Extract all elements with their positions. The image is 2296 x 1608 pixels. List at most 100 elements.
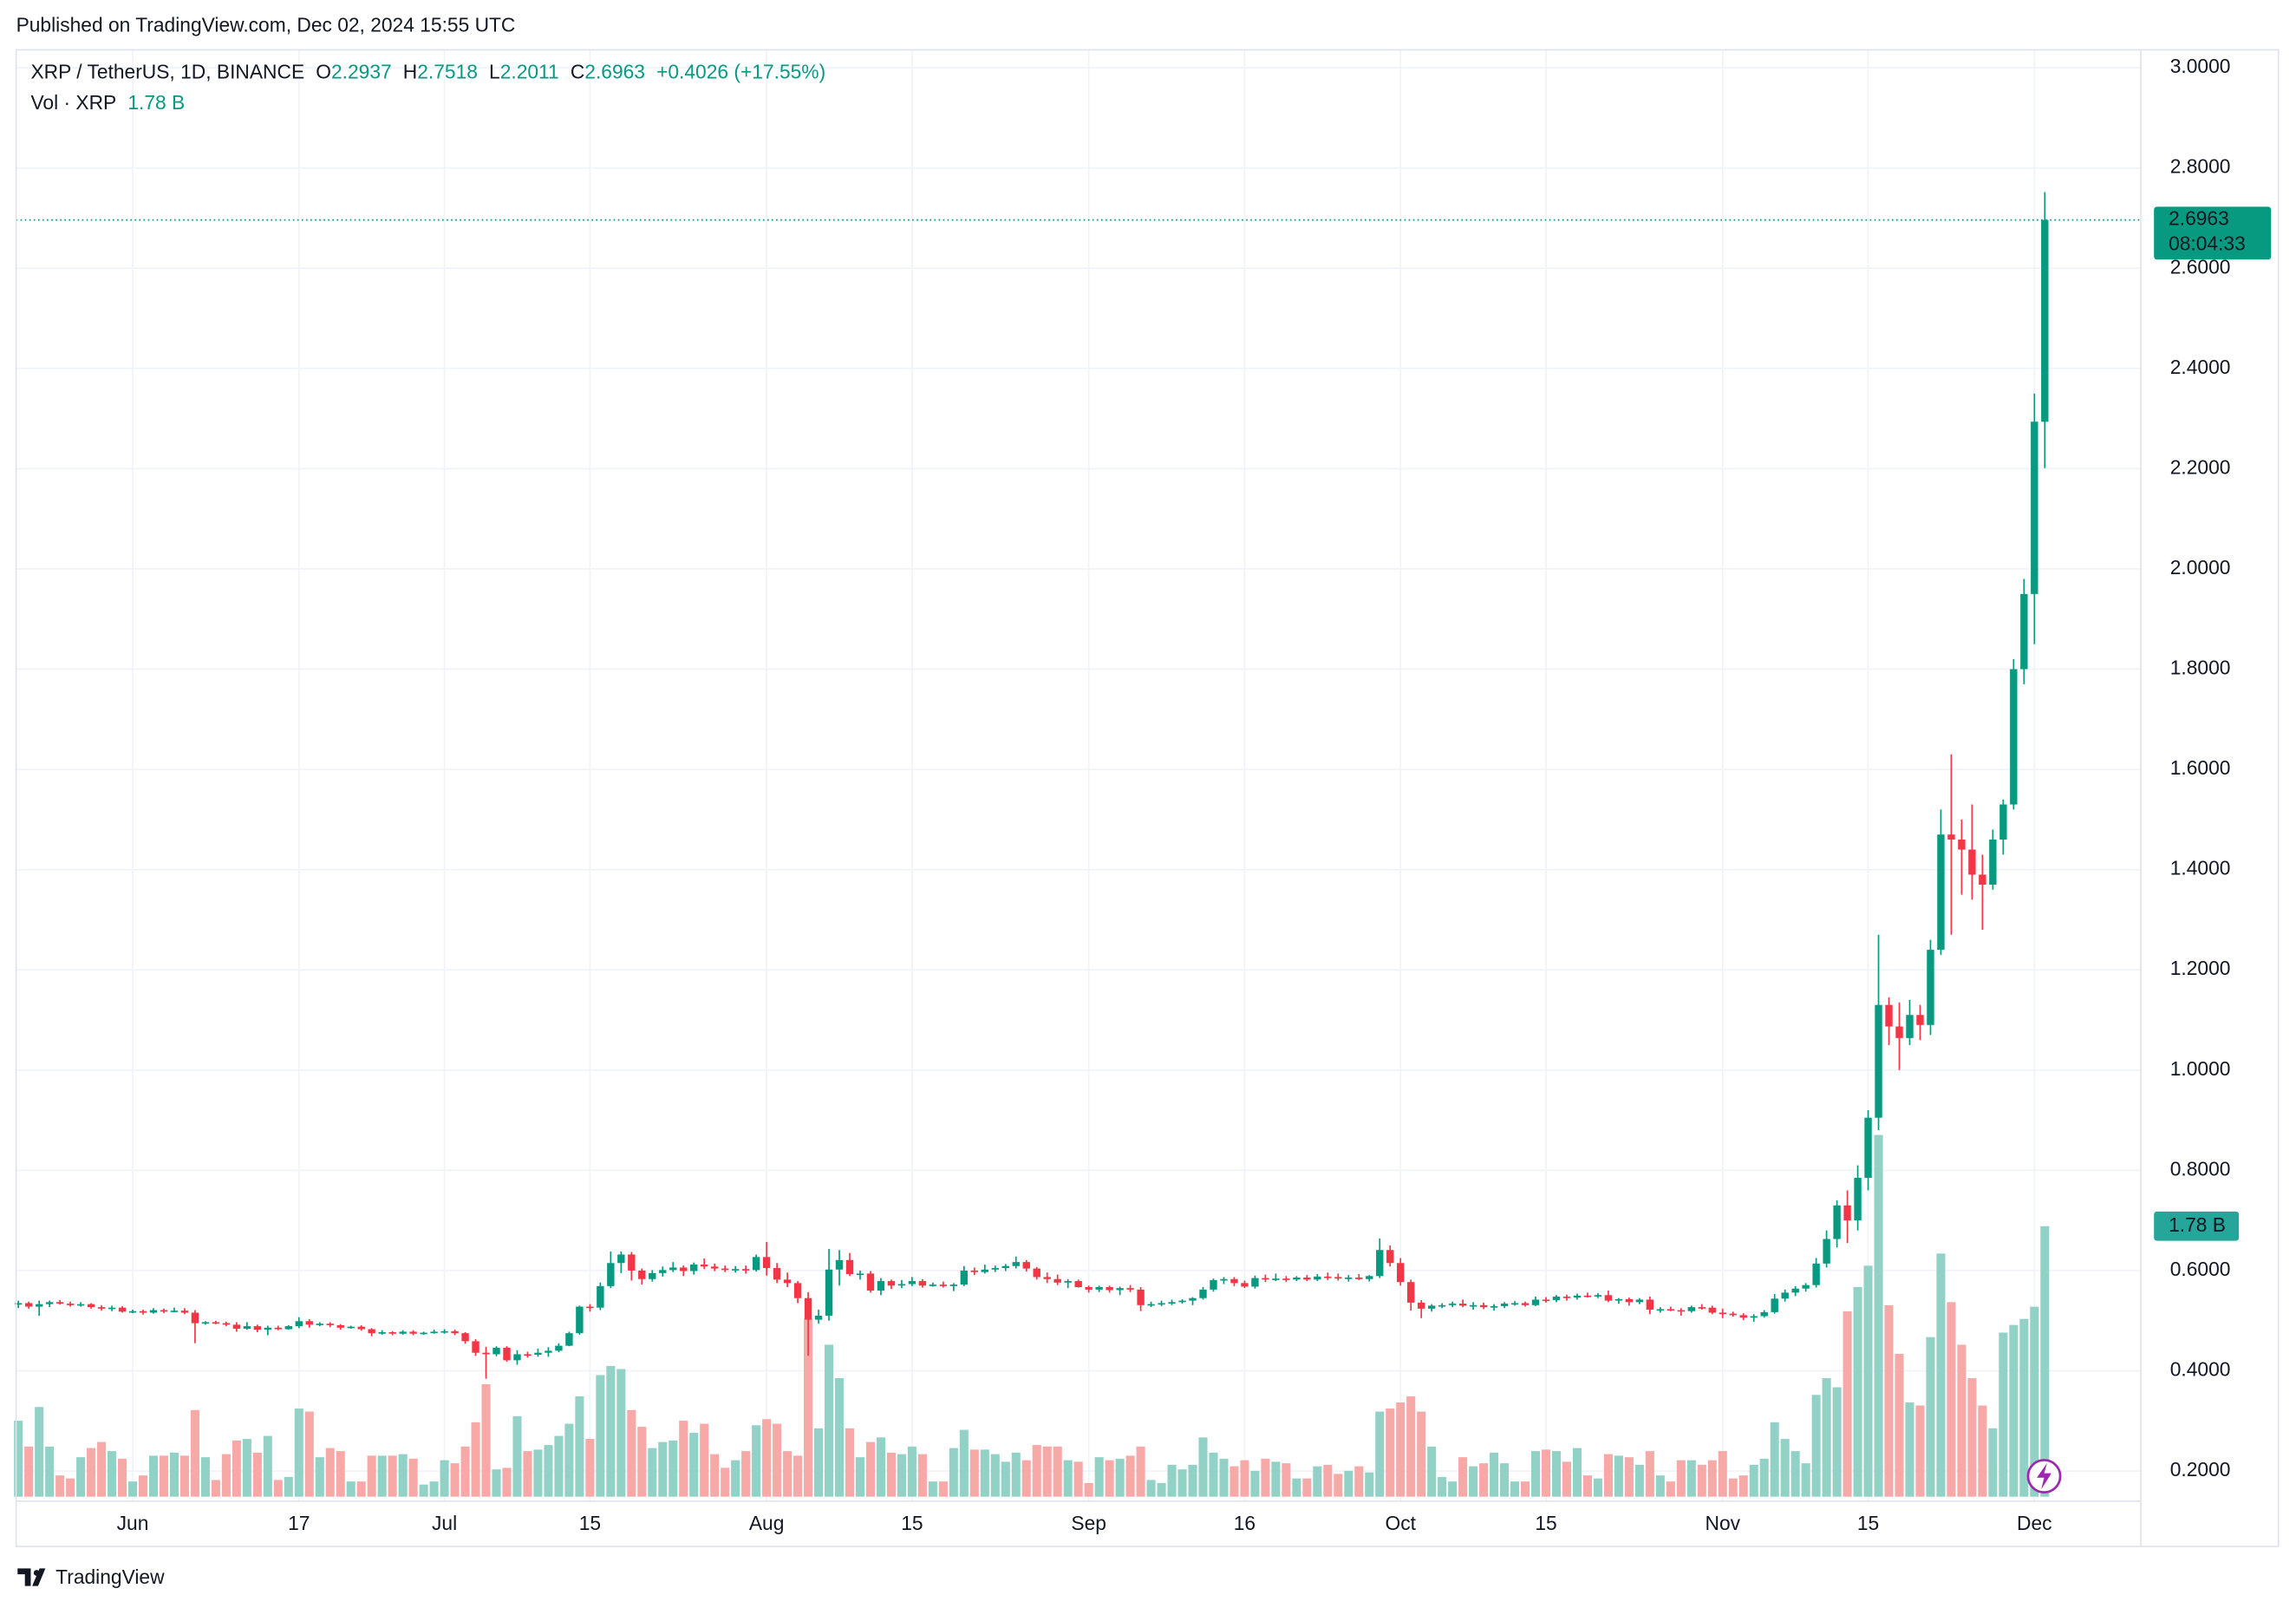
volume-bar — [741, 1451, 751, 1497]
y-tick-label: 1.6000 — [2170, 756, 2231, 779]
candle-body — [1293, 1278, 1301, 1280]
volume-bar — [845, 1428, 855, 1497]
candle-body — [1095, 1287, 1103, 1290]
volume-bar — [824, 1344, 834, 1497]
candle-body — [783, 1279, 792, 1284]
candle-body — [284, 1326, 292, 1330]
legend-low: 2.2011 — [500, 60, 559, 82]
replay-icon[interactable] — [2026, 1459, 2062, 1494]
candle-body — [721, 1268, 729, 1271]
candle-body — [420, 1332, 427, 1335]
x-tick-label: Aug — [749, 1512, 785, 1534]
volume-bar — [1780, 1439, 1790, 1497]
volume-bar — [1011, 1452, 1021, 1497]
candle-body — [773, 1268, 781, 1280]
volume-bar — [76, 1457, 86, 1497]
candle-body — [1043, 1277, 1051, 1279]
candle-body — [2020, 593, 2028, 670]
candle-body — [939, 1284, 948, 1286]
volume-bar — [689, 1433, 699, 1497]
candle-body — [1573, 1295, 1582, 1298]
volume-bar — [14, 1421, 23, 1497]
candle-body — [866, 1273, 875, 1291]
legend-high-label: H — [403, 60, 417, 82]
volume-bar — [1988, 1428, 1998, 1497]
volume-bar — [544, 1445, 553, 1497]
volume-bar — [127, 1481, 138, 1497]
legend-close-label: C — [571, 60, 584, 82]
volume-bar — [1073, 1461, 1083, 1497]
volume-bar — [252, 1452, 262, 1497]
candle-body — [1719, 1312, 1726, 1315]
volume-bar — [1167, 1464, 1177, 1497]
volume-bar — [1021, 1460, 1031, 1497]
last-volume-label: 1.78 B — [2169, 1213, 2226, 1236]
candle-body — [1355, 1278, 1363, 1279]
countdown-label: 08:04:33 — [2169, 232, 2246, 254]
volume-bar — [1177, 1469, 1187, 1497]
volume-bar — [523, 1451, 532, 1497]
volume-bar — [1323, 1464, 1333, 1497]
volume-bar — [1365, 1472, 1374, 1497]
volume-bar — [1697, 1464, 1706, 1497]
volume-bar — [700, 1423, 709, 1497]
volume-bar — [211, 1480, 220, 1497]
x-tick-label: Oct — [1385, 1512, 1416, 1534]
candle-body — [1833, 1205, 1841, 1239]
volume-bar — [616, 1369, 626, 1497]
volume-bar — [1843, 1311, 1852, 1497]
volume-bar — [1282, 1463, 1291, 1497]
volume-bar — [804, 1318, 813, 1497]
candle-body — [399, 1331, 407, 1334]
candle-body — [1979, 874, 1986, 885]
candle-body — [1594, 1295, 1602, 1297]
volume-bar — [45, 1446, 55, 1497]
legend-volume: Vol · XRP 1.78 B — [30, 91, 185, 114]
candle-body — [97, 1307, 106, 1309]
volume-bar — [1292, 1478, 1301, 1497]
candle-body — [576, 1306, 584, 1334]
volume-bar — [169, 1452, 179, 1497]
volume-bar — [346, 1481, 355, 1497]
candle-body — [201, 1322, 210, 1324]
volume-bar — [917, 1454, 927, 1497]
candle-body — [180, 1311, 189, 1313]
candle-body — [711, 1266, 719, 1269]
candle-body — [326, 1324, 334, 1325]
volume-bar — [2040, 1226, 2050, 1497]
volume-bar — [1801, 1463, 1810, 1497]
candle-body — [877, 1281, 885, 1291]
candle-body — [1001, 1265, 1009, 1269]
candle-body — [336, 1324, 344, 1328]
volume-bar — [814, 1428, 824, 1497]
candle-body — [1687, 1307, 1695, 1311]
volume-bar — [1967, 1377, 1977, 1497]
candle-body — [1542, 1299, 1550, 1302]
volume-bar — [440, 1460, 449, 1497]
candle-body — [1262, 1278, 1269, 1280]
volume-bar — [1354, 1466, 1364, 1497]
candle-body — [1500, 1304, 1509, 1306]
y-tick-label: 2.6000 — [2170, 255, 2231, 278]
volume-bar — [1115, 1458, 1125, 1497]
candle-body — [2010, 669, 2018, 805]
chart-frame — [15, 49, 2280, 1547]
y-tick-label: 0.6000 — [2170, 1258, 2231, 1280]
volume-bar — [1718, 1451, 1727, 1497]
volume-bar — [138, 1475, 148, 1497]
volume-bar — [108, 1451, 117, 1497]
volume-bar — [1614, 1455, 1623, 1497]
volume-bar — [1490, 1452, 1499, 1497]
volume-bar — [2019, 1318, 2029, 1497]
candle-body — [316, 1324, 323, 1325]
y-tick-label: 2.8000 — [2170, 155, 2231, 178]
volume-bar — [1063, 1460, 1073, 1497]
candle-body — [1251, 1278, 1259, 1287]
candle-body — [897, 1284, 906, 1286]
candle-body — [55, 1302, 64, 1304]
volume-bar — [1936, 1253, 1946, 1497]
candle-body — [835, 1259, 844, 1270]
candle-body — [1324, 1276, 1332, 1278]
legend-ohlc: XRP / TetherUS, 1D, BINANCE O2.2937 H2.7… — [30, 60, 825, 82]
volume-bar — [1999, 1332, 2008, 1497]
